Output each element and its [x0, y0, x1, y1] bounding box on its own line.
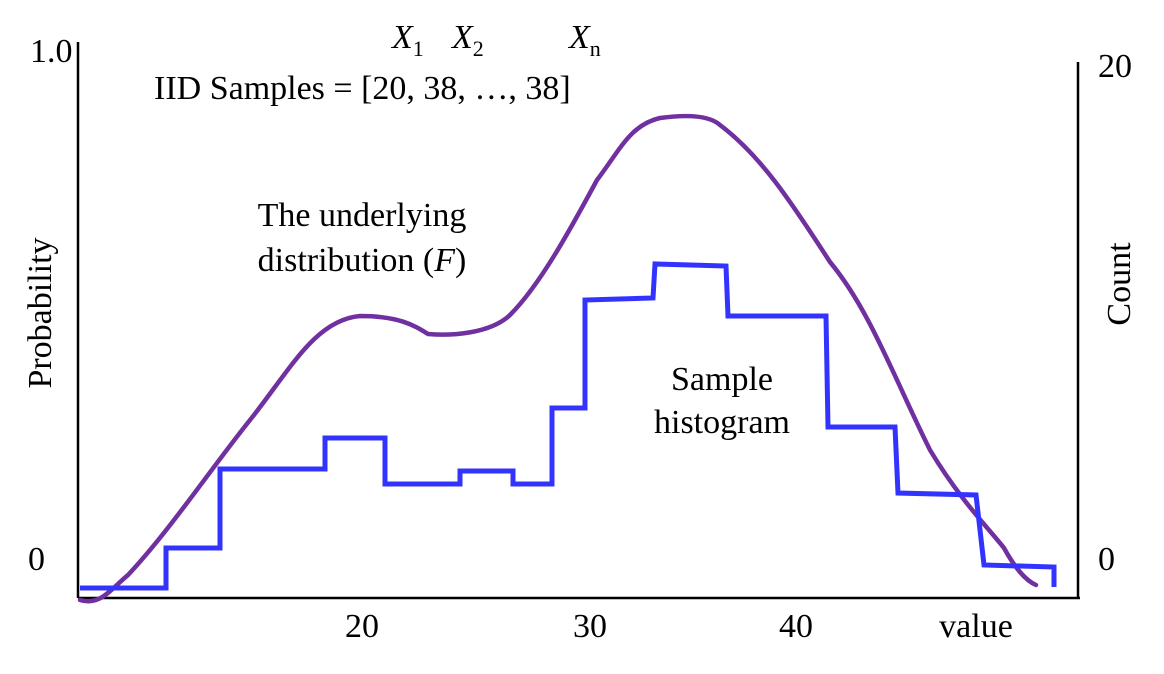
sample-var-n: Xn	[567, 19, 601, 61]
sample-var-n-letter: X	[567, 19, 591, 56]
x-tick-40: 40	[779, 608, 813, 645]
distribution-label-suffix: )	[455, 242, 466, 279]
distribution-symbol: F	[433, 242, 456, 279]
sample-var-1-letter: X	[390, 19, 414, 56]
sample-var-2-sub: 2	[473, 36, 484, 61]
distribution-curve	[77, 113, 1039, 604]
distribution-label-line2: distribution (F)	[258, 242, 467, 279]
x-tick-20: 20	[345, 608, 379, 645]
distribution-label-prefix: distribution (	[258, 242, 435, 279]
sample-var-1-sub: 1	[413, 36, 424, 61]
sample-var-n-sub: n	[590, 36, 601, 61]
x-tick-30: 30	[573, 608, 607, 645]
distribution-label-line1: The underlying	[258, 197, 467, 234]
histogram-label-line2: histogram	[654, 404, 790, 441]
left-bottom-tick: 0	[28, 541, 45, 578]
right-top-tick: 20	[1098, 48, 1132, 85]
right-bottom-tick: 0	[1098, 541, 1115, 578]
sample-histogram	[80, 261, 1057, 591]
left-axis-label: Probability	[22, 237, 59, 388]
iid-samples-text: IID Samples = [20, 38, …, 38]	[154, 70, 571, 107]
sample-var-1: X1	[390, 19, 424, 61]
x-axis-label: value	[939, 608, 1013, 645]
sample-var-2: X2	[450, 19, 484, 61]
sample-var-2-letter: X	[450, 19, 474, 56]
histogram-label-line1: Sample	[671, 361, 773, 398]
left-top-tick: 1.0	[30, 33, 73, 70]
right-axis-label: Count	[1101, 242, 1138, 326]
